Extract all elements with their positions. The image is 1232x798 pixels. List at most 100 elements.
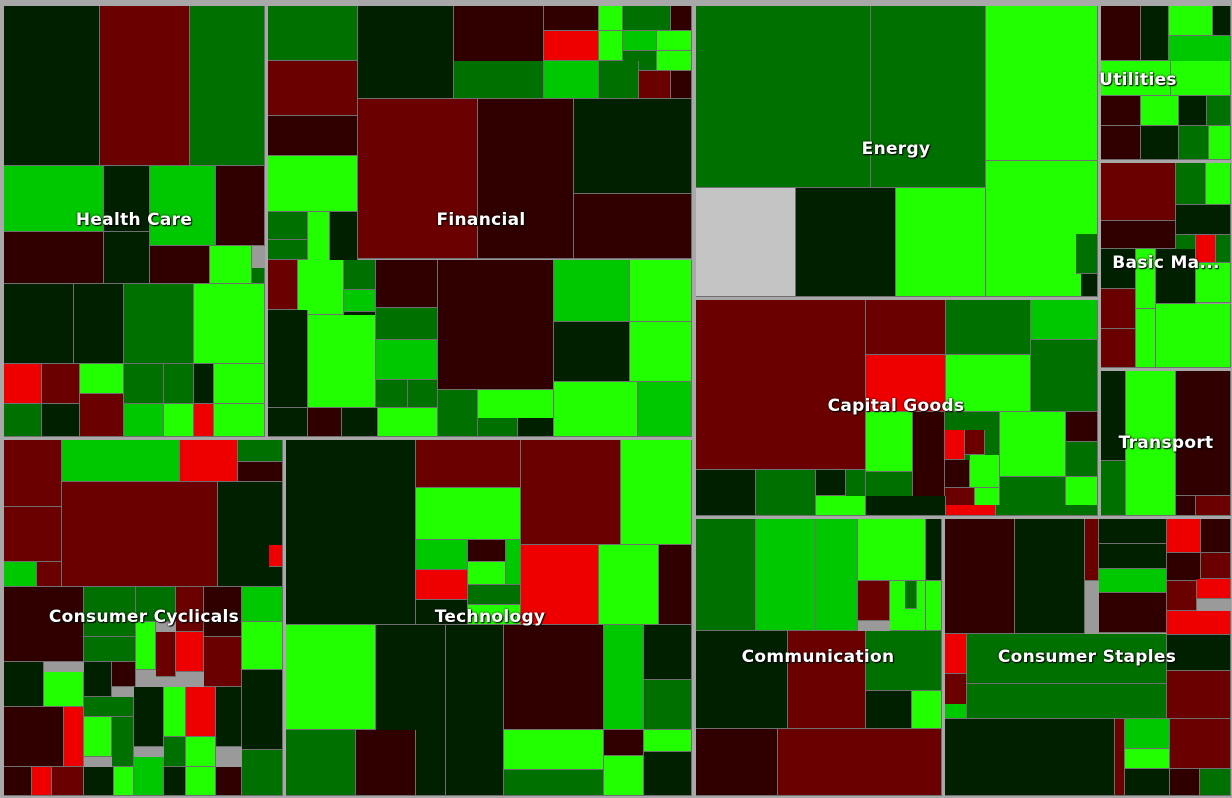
- stock-tile[interactable]: [268, 212, 308, 240]
- stock-tile[interactable]: [1031, 340, 1098, 412]
- stock-tile[interactable]: [84, 587, 136, 637]
- stock-tile[interactable]: [866, 412, 913, 472]
- stock-tile[interactable]: [1176, 163, 1206, 205]
- stock-tile[interactable]: [967, 634, 1167, 684]
- stock-tile[interactable]: [1101, 249, 1136, 289]
- stock-tile[interactable]: [1099, 569, 1167, 593]
- stock-tile[interactable]: [216, 687, 242, 747]
- stock-tile[interactable]: [180, 440, 238, 482]
- stock-tile[interactable]: [574, 99, 692, 194]
- stock-tile[interactable]: [696, 300, 866, 470]
- stock-tile[interactable]: [468, 605, 521, 625]
- stock-tile[interactable]: [84, 662, 112, 697]
- stock-tile[interactable]: [376, 340, 438, 380]
- stock-tile[interactable]: [376, 308, 438, 340]
- stock-tile[interactable]: [696, 631, 788, 729]
- stock-tile[interactable]: [84, 767, 114, 796]
- stock-tile[interactable]: [164, 364, 194, 404]
- stock-tile[interactable]: [80, 394, 124, 437]
- stock-tile[interactable]: [1179, 126, 1209, 160]
- stock-tile[interactable]: [42, 404, 80, 437]
- sector-technology[interactable]: [286, 440, 692, 796]
- stock-tile[interactable]: [408, 380, 438, 408]
- stock-tile[interactable]: [1031, 300, 1098, 340]
- stock-tile[interactable]: [1085, 519, 1099, 581]
- stock-tile[interactable]: [671, 6, 692, 31]
- stock-tile[interactable]: [238, 462, 283, 482]
- stock-tile[interactable]: [574, 194, 692, 259]
- stock-tile[interactable]: [1000, 412, 1066, 477]
- stock-tile[interactable]: [112, 717, 134, 767]
- stock-tile[interactable]: [696, 6, 871, 188]
- stock-tile[interactable]: [62, 482, 218, 587]
- stock-tile[interactable]: [286, 730, 356, 796]
- stock-tile[interactable]: [1099, 593, 1167, 633]
- stock-tile[interactable]: [64, 707, 84, 767]
- stock-tile[interactable]: [186, 687, 216, 737]
- stock-tile[interactable]: [644, 752, 692, 796]
- stock-tile[interactable]: [506, 540, 521, 585]
- stock-tile[interactable]: [756, 470, 816, 516]
- stock-tile[interactable]: [4, 767, 32, 796]
- stock-tile[interactable]: [644, 680, 692, 730]
- stock-tile[interactable]: [268, 408, 308, 437]
- stock-tile[interactable]: [114, 767, 134, 796]
- stock-tile[interactable]: [816, 470, 846, 496]
- stock-tile[interactable]: [268, 61, 358, 116]
- stock-tile[interactable]: [268, 310, 308, 408]
- stock-tile[interactable]: [1156, 249, 1196, 304]
- stock-tile[interactable]: [286, 625, 376, 730]
- stock-tile[interactable]: [1170, 719, 1231, 769]
- stock-tile[interactable]: [1101, 371, 1126, 461]
- stock-tile[interactable]: [1206, 163, 1231, 205]
- sector-consumer-cyclicals[interactable]: [4, 440, 283, 796]
- stock-tile[interactable]: [1101, 461, 1126, 516]
- stock-tile[interactable]: [1167, 519, 1201, 553]
- stock-tile[interactable]: [4, 404, 42, 437]
- stock-tile[interactable]: [124, 404, 164, 437]
- stock-tile[interactable]: [150, 246, 210, 284]
- stock-tile[interactable]: [164, 687, 186, 737]
- stock-tile[interactable]: [866, 355, 946, 412]
- stock-tile[interactable]: [604, 625, 644, 730]
- stock-tile[interactable]: [37, 562, 62, 587]
- stock-tile[interactable]: [112, 662, 136, 687]
- stock-tile[interactable]: [554, 382, 638, 437]
- stock-tile[interactable]: [554, 260, 630, 322]
- stock-tile[interactable]: [599, 31, 623, 61]
- stock-tile[interactable]: [1066, 412, 1098, 442]
- stock-tile[interactable]: [164, 767, 186, 796]
- stock-tile[interactable]: [84, 697, 134, 717]
- stock-tile[interactable]: [1076, 234, 1098, 274]
- stock-tile[interactable]: [504, 625, 604, 730]
- stock-tile[interactable]: [521, 545, 599, 625]
- stock-tile[interactable]: [866, 300, 946, 355]
- stock-tile[interactable]: [996, 505, 1098, 516]
- stock-tile[interactable]: [176, 587, 204, 632]
- stock-tile[interactable]: [100, 6, 190, 166]
- stock-tile[interactable]: [104, 166, 150, 232]
- stock-tile[interactable]: [945, 719, 1115, 796]
- stock-tile[interactable]: [1136, 249, 1156, 309]
- stock-tile[interactable]: [1167, 671, 1231, 719]
- stock-tile[interactable]: [376, 380, 408, 408]
- stock-tile[interactable]: [1167, 581, 1197, 611]
- stock-tile[interactable]: [788, 631, 866, 729]
- stock-tile[interactable]: [970, 455, 1000, 488]
- stock-tile[interactable]: [308, 315, 376, 408]
- stock-tile[interactable]: [504, 770, 604, 796]
- stock-tile[interactable]: [242, 670, 283, 750]
- stock-tile[interactable]: [1081, 274, 1098, 297]
- stock-tile[interactable]: [1101, 329, 1136, 368]
- stock-tile[interactable]: [1196, 263, 1231, 303]
- stock-tile[interactable]: [1176, 496, 1196, 516]
- stock-tile[interactable]: [1167, 635, 1231, 671]
- stock-tile[interactable]: [1201, 519, 1231, 553]
- stock-tile[interactable]: [946, 300, 1031, 355]
- stock-tile[interactable]: [621, 440, 692, 545]
- stock-tile[interactable]: [214, 404, 265, 437]
- stock-tile[interactable]: [1101, 289, 1136, 329]
- stock-tile[interactable]: [1179, 96, 1207, 126]
- stock-tile[interactable]: [756, 519, 816, 631]
- stock-tile[interactable]: [190, 6, 265, 166]
